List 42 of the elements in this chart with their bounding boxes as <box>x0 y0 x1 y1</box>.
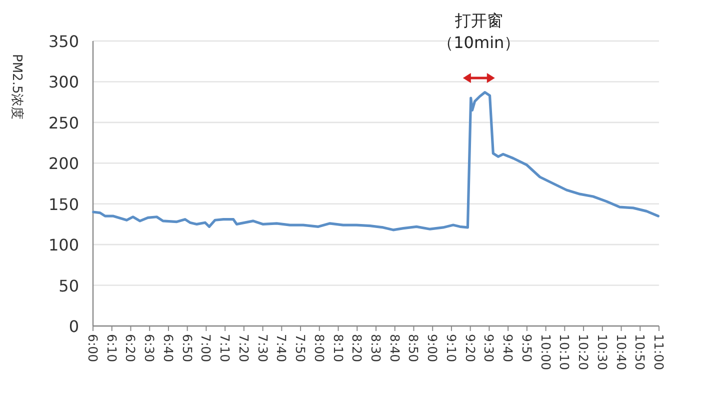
y-tick-label: 350 <box>48 32 79 51</box>
x-tick-label: 7:50 <box>293 334 308 362</box>
y-tick-label: 0 <box>68 317 79 336</box>
y-axis-title: PM2.5浓度 <box>9 54 25 120</box>
x-tick-label: 8:40 <box>387 334 402 362</box>
x-tick-label: 9:40 <box>500 334 516 362</box>
x-tick-label: 11:00 <box>652 334 666 370</box>
x-tick-label: 8:30 <box>368 334 384 362</box>
x-tick-label: 6:10 <box>104 334 120 362</box>
y-tick-label: 250 <box>48 113 79 132</box>
x-tick-label: 8:00 <box>312 334 327 362</box>
x-tick-label: 10:30 <box>594 334 610 370</box>
line-series <box>92 91 660 232</box>
x-tick-label: 9:50 <box>519 334 534 362</box>
x-tick-label: 8:10 <box>330 334 346 362</box>
y-tick-label: 50 <box>58 276 79 296</box>
annotation: 打开窗（10min） <box>436 10 521 54</box>
x-tick-label: 6:00 <box>86 334 100 362</box>
x-tick-label: 7:10 <box>218 334 233 362</box>
x-tick-label: 9:00 <box>425 334 440 362</box>
x-tick-label: 8:20 <box>350 334 365 362</box>
y-tick-label: 100 <box>48 236 79 255</box>
x-tick-label: 7:20 <box>236 334 252 362</box>
x-tick-label: 7:30 <box>255 334 270 362</box>
x-tick-label: 8:50 <box>406 334 422 362</box>
x-tick-label: 10:20 <box>576 334 592 370</box>
x-tick-label: 6:40 <box>160 334 176 362</box>
x-tick-label: 6:50 <box>180 334 195 362</box>
x-tick-label: 9:10 <box>444 334 459 362</box>
x-tick-label: 9:20 <box>462 334 478 362</box>
x-tick-label: 10:00 <box>538 334 554 370</box>
x-tick-label: 7:00 <box>198 334 214 362</box>
x-tick-label: 10:50 <box>632 334 648 370</box>
x-tick-label: 7:40 <box>274 334 290 362</box>
y-tick-label: 200 <box>48 154 79 174</box>
x-tick-label: 9:30 <box>482 334 497 362</box>
x-tick-label: 6:30 <box>142 334 158 362</box>
y-tick-label: 150 <box>48 194 79 214</box>
x-tick-label: 10:10 <box>557 334 572 370</box>
y-tick-label: 300 <box>48 72 79 92</box>
x-tick-label: 6:20 <box>123 334 138 362</box>
x-tick-label: 10:40 <box>614 334 629 370</box>
